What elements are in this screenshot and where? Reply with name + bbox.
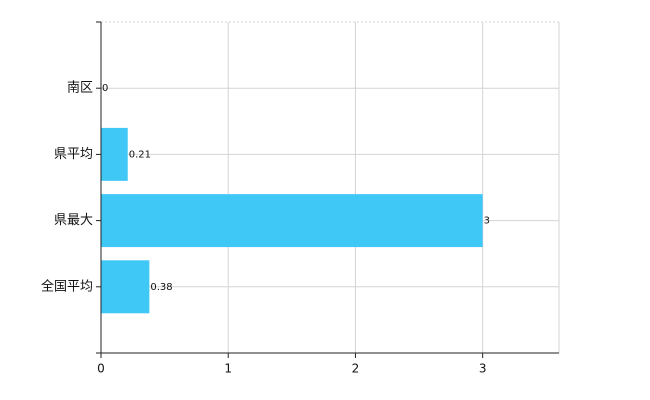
x-tick-label: 3 [479, 362, 487, 376]
bar [101, 260, 150, 314]
data-label: 0 [102, 83, 108, 94]
bar [101, 194, 483, 248]
y-tick-label: 県最大 [54, 213, 93, 228]
bar [101, 127, 128, 181]
x-tick-label: 2 [352, 362, 360, 376]
y-tick-label: 全国平均 [41, 278, 93, 294]
y-tick-label: 南区 [67, 80, 93, 96]
data-label: 3 [484, 216, 490, 227]
x-tick-label: 0 [97, 362, 105, 376]
x-tick-label: 1 [224, 362, 232, 376]
y-tick-label: 県平均 [54, 147, 93, 162]
data-label: 0.21 [129, 149, 151, 160]
data-label: 0.38 [150, 282, 172, 293]
